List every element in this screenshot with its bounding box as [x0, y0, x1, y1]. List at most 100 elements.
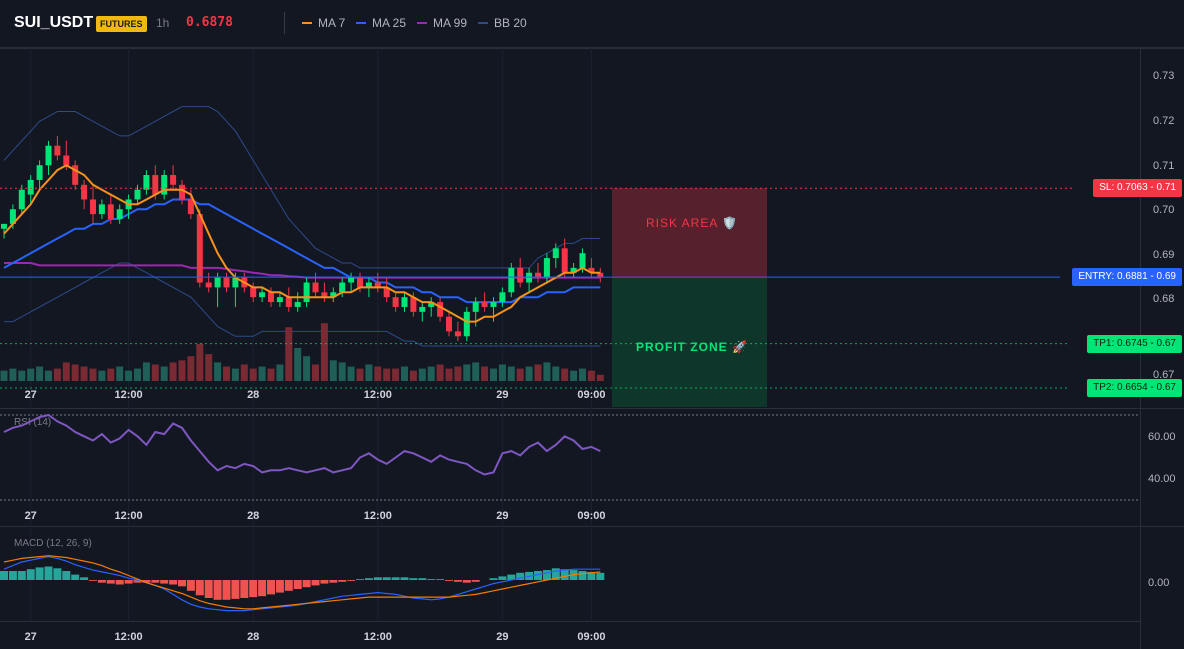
volume-bar [80, 366, 88, 381]
volume-bar [178, 360, 186, 381]
candle [588, 258, 595, 278]
candle [107, 194, 114, 224]
legend-ma99[interactable]: MA 99 [417, 16, 467, 30]
macd-histogram-bar [97, 580, 106, 583]
tp2-label: TP2: 0.6654 [1093, 382, 1148, 394]
macd-histogram-bar [347, 580, 356, 581]
candle-body [161, 175, 168, 195]
time-axis-label: 27 [25, 631, 37, 643]
candle-body [561, 248, 568, 273]
profit-zone-label: PROFIT ZONE 🚀 [636, 340, 748, 354]
candle-body [490, 302, 497, 307]
candle-body [36, 165, 43, 180]
candle [392, 292, 399, 312]
time-axis-label: 12:00 [364, 389, 392, 401]
candle [481, 292, 488, 312]
macd-histogram-bar [284, 580, 293, 591]
candle [357, 272, 363, 293]
legend-bb20[interactable]: BB 20 [478, 16, 527, 30]
macd-histogram-bar [409, 578, 418, 580]
candle [312, 272, 319, 298]
price-axis-label: 0.71 [1153, 160, 1174, 172]
candle-body [535, 272, 541, 278]
entry-price-tag: ENTRY: 0.6881 - 0.69 [1072, 268, 1182, 287]
candle [535, 262, 541, 283]
macd-axis-label: 0.00 [1148, 577, 1169, 589]
volume-bar [125, 370, 133, 381]
volume-bar [427, 366, 435, 381]
symbol-name[interactable]: SUI_USDT [14, 14, 94, 31]
legend-ma7[interactable]: MA 7 [302, 16, 345, 30]
candle [170, 165, 177, 190]
macd-histogram-bar [418, 578, 427, 580]
volume-bar [543, 362, 551, 381]
candle-body [330, 292, 337, 298]
macd-histogram-bar [445, 580, 453, 581]
candle [81, 179, 88, 210]
candle [330, 287, 337, 303]
timeframe-selector[interactable]: 1h [156, 16, 170, 30]
last-price: 0.6878 [186, 15, 233, 30]
volume-bar [240, 364, 248, 381]
volume-bar [570, 370, 578, 381]
risk-area-label: RISK AREA 🛡️ [646, 216, 738, 230]
macd-histogram-bar [391, 577, 400, 580]
macd-histogram-bar [560, 569, 569, 580]
candle-body [134, 189, 141, 200]
macd-histogram-bar [373, 577, 382, 580]
candle [401, 292, 408, 312]
macd-histogram-bar [498, 576, 507, 580]
candle-body [303, 282, 310, 303]
volume-bar [231, 368, 239, 381]
volume-bar [320, 323, 328, 381]
macd-histogram-bar [453, 580, 462, 582]
time-axis-label: 29 [496, 631, 508, 643]
rsi-axis-label: 40.00 [1148, 473, 1176, 485]
legend-ma25-label: MA 25 [372, 16, 407, 30]
volume-bar [481, 366, 489, 381]
macd-histogram-bar [26, 569, 35, 580]
macd-histogram-bar [587, 571, 596, 580]
volume-bar [490, 368, 497, 381]
legend-bb20-label: BB 20 [494, 16, 527, 30]
volume-bar [249, 368, 257, 381]
candle-body [223, 277, 230, 288]
macd-title: MACD (12, 26, 9) [14, 538, 92, 549]
volume-bar [454, 366, 462, 381]
macd-histogram-bar [427, 579, 436, 580]
candle-body [481, 302, 488, 307]
rsi-line [3, 413, 601, 476]
macd-histogram-bar [89, 580, 97, 581]
volume-bar [142, 362, 150, 381]
volume-bar [53, 368, 61, 381]
volume-bar [516, 368, 524, 381]
macd-histogram-bar [0, 571, 8, 580]
candle [134, 184, 141, 205]
macd-histogram-bar [267, 580, 275, 595]
candle [383, 277, 390, 303]
macd-histogram-bar [35, 567, 44, 580]
candle-body [214, 277, 221, 288]
legend-ma25[interactable]: MA 25 [356, 16, 406, 30]
candle-body [294, 302, 301, 307]
candle [36, 160, 43, 190]
ma25-line [3, 198, 601, 304]
volume-bar [71, 364, 79, 381]
candle-body [357, 277, 363, 288]
candle [259, 287, 266, 303]
macd-histogram-bar [44, 566, 53, 580]
macd-histogram-bar [142, 580, 151, 583]
time-axis-label: 12:00 [364, 631, 392, 643]
candle [285, 287, 292, 312]
candle-body [72, 165, 79, 185]
candle [223, 272, 230, 293]
macd-histogram-bar [195, 580, 204, 596]
volume-bar [418, 368, 426, 381]
macd-histogram-bar [8, 571, 17, 580]
macd-histogram-bar [231, 580, 240, 599]
macd-histogram-bar [124, 580, 133, 584]
time-axis-label: 28 [247, 510, 259, 522]
candle-body [552, 248, 559, 259]
macd-histogram-bar [534, 571, 542, 580]
